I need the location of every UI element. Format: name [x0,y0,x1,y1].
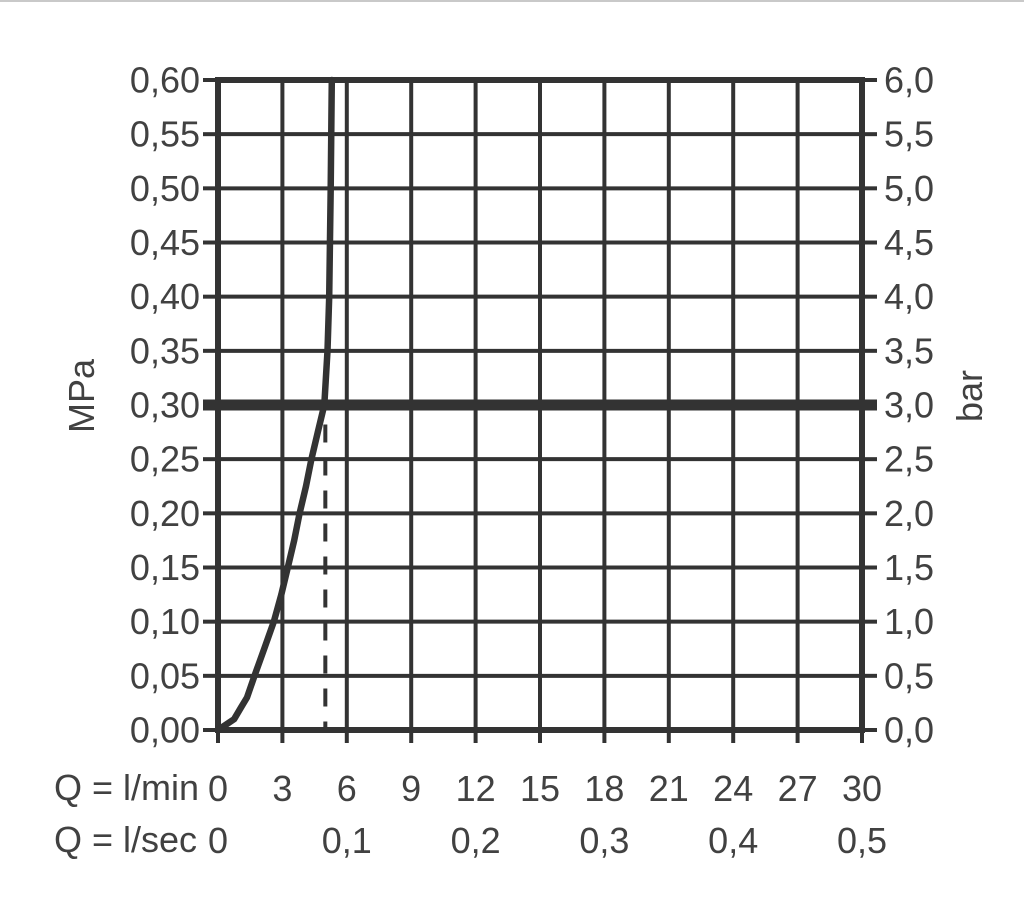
y-left-tick-label: 0,25 [130,439,200,480]
y-right-tick-label: 5,0 [884,168,934,209]
y-right-tick-label: 4,0 [884,276,934,317]
y-left-tick-label: 0,05 [130,655,200,696]
x-lmin-tick-label: 15 [520,768,560,809]
y-left-tick-label: 0,45 [130,222,200,263]
y-right-tick-label: 4,5 [884,222,934,263]
y-right-tick-label: 2,5 [884,439,934,480]
y-axis-right-tick-labels: 6,0 5,5 5,0 4,5 4,0 3,5 3,0 2,5 2,0 1,5 1,0 0,5 0,0 [884,60,934,751]
y-right-tick-label: 0,5 [884,655,934,696]
y-right-tick-label: 2,0 [884,493,934,534]
x-axis-lsec-label: Q = l/sec [54,819,198,860]
y-right-tick-label: 5,5 [884,114,934,155]
x-lmin-tick-label: 27 [778,768,818,809]
top-edge-scan-artifact [0,0,1024,2]
x-axis-lsec-tick-labels: 0 0,1 0,2 0,3 0,4 0,5 [208,820,887,861]
x-lsec-tick-label: 0 [208,820,228,861]
x-lsec-tick-label: 0,3 [579,820,629,861]
y-left-tick-label: 0,10 [130,601,200,642]
y-left-tick-label: 0,40 [130,276,200,317]
y-right-tick-label: 1,0 [884,601,934,642]
x-axis-lmin-label: Q = l/min [54,767,200,808]
x-lmin-tick-label: 3 [272,768,292,809]
x-lmin-tick-label: 0 [208,768,228,809]
y-axis-left-tick-labels: 0,60 0,55 0,50 0,45 0,40 0,35 0,30 0,25 0,20 0,15… [130,60,200,751]
x-lmin-tick-label: 12 [456,768,496,809]
x-lsec-tick-label: 0,2 [451,820,501,861]
x-lmin-tick-label: 6 [337,768,357,809]
y-left-tick-label: 0,20 [130,493,200,534]
y-right-tick-label: 3,5 [884,330,934,371]
y-right-tick-label: 1,5 [884,547,934,588]
y-right-tick-label: 0,0 [884,710,934,751]
y-left-tick-label: 0,60 [130,60,200,101]
x-axis-lmin-tick-labels: 0 3 6 9 12 15 18 21 24 27 30 [208,768,882,809]
x-lmin-tick-label: 18 [584,768,624,809]
x-lsec-tick-label: 0,5 [837,820,887,861]
y-right-tick-label: 3,0 [884,385,934,426]
y-right-tick-label: 6,0 [884,60,934,101]
y-left-tick-label: 0,55 [130,114,200,155]
x-lmin-tick-label: 24 [713,768,753,809]
x-lmin-tick-label: 30 [842,768,882,809]
y-left-tick-label: 0,35 [130,330,200,371]
x-lmin-tick-label: 9 [401,768,421,809]
x-lsec-tick-label: 0,1 [322,820,372,861]
y-left-tick-label: 0,15 [130,547,200,588]
y-left-tick-label: 0,00 [130,710,200,751]
y-left-tick-label: 0,30 [130,385,200,426]
x-lmin-tick-label: 21 [649,768,689,809]
x-lsec-tick-label: 0,4 [708,820,758,861]
y-left-tick-label: 0,50 [130,168,200,209]
flow-curve [214,76,336,734]
